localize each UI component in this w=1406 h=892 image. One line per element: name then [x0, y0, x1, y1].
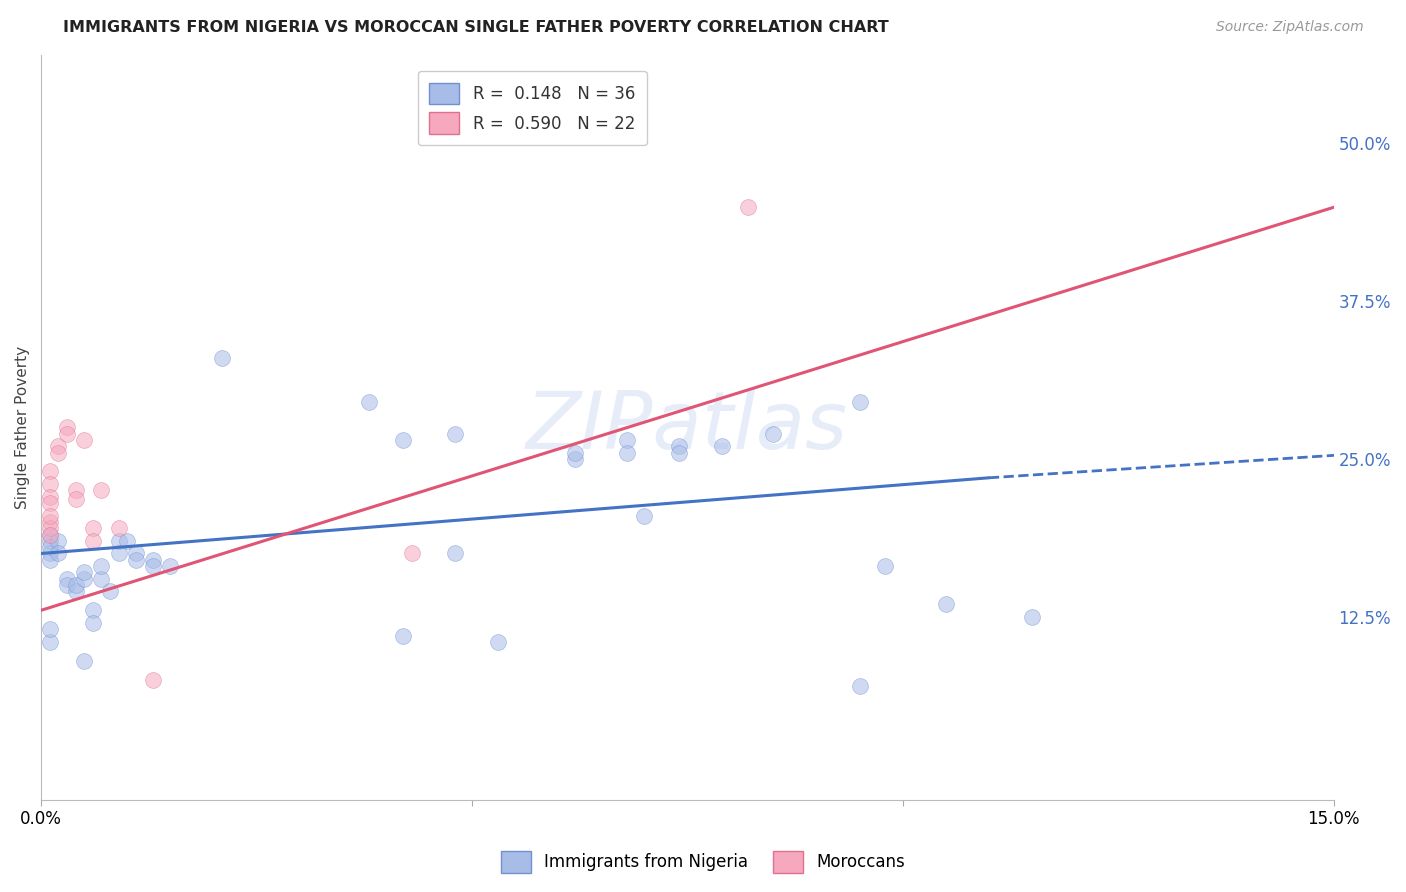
Point: [1021, 609, 1043, 624]
Point: [65, 483, 87, 498]
Point: [46, 439, 69, 453]
Point: [56, 420, 79, 434]
Point: [73, 433, 96, 447]
Point: [668, 439, 690, 453]
Point: [762, 426, 785, 441]
Text: ZIPatlas: ZIPatlas: [526, 388, 848, 467]
Point: [82, 521, 104, 535]
Point: [401, 547, 423, 561]
Point: [633, 508, 655, 523]
Point: [73, 654, 96, 668]
Point: [38, 527, 60, 541]
Point: [211, 351, 233, 365]
Point: [46, 547, 69, 561]
Point: [392, 433, 415, 447]
Point: [46, 445, 69, 459]
Point: [159, 559, 181, 574]
Point: [56, 572, 79, 586]
Point: [848, 395, 870, 409]
Point: [90, 483, 112, 498]
Point: [125, 553, 148, 567]
Point: [486, 635, 509, 649]
Point: [392, 628, 415, 642]
Point: [38, 477, 60, 491]
Point: [564, 445, 586, 459]
Point: [90, 559, 112, 574]
Point: [56, 426, 79, 441]
Point: [616, 433, 638, 447]
Point: [38, 533, 60, 548]
Point: [38, 490, 60, 504]
Y-axis label: Single Father Poverty: Single Father Poverty: [15, 346, 30, 509]
Point: [357, 395, 380, 409]
Point: [125, 547, 148, 561]
Point: [564, 451, 586, 466]
Point: [737, 200, 759, 214]
Point: [710, 439, 733, 453]
Point: [65, 578, 87, 592]
Text: IMMIGRANTS FROM NIGERIA VS MOROCCAN SINGLE FATHER POVERTY CORRELATION CHART: IMMIGRANTS FROM NIGERIA VS MOROCCAN SING…: [63, 20, 889, 35]
Point: [142, 673, 165, 687]
Point: [142, 553, 165, 567]
Point: [90, 572, 112, 586]
Text: Source: ZipAtlas.com: Source: ZipAtlas.com: [1216, 20, 1364, 34]
Point: [65, 492, 87, 507]
Point: [848, 679, 870, 693]
Point: [117, 533, 139, 548]
Point: [38, 515, 60, 529]
Point: [38, 521, 60, 535]
Point: [73, 572, 96, 586]
Point: [38, 508, 60, 523]
Point: [82, 615, 104, 630]
Point: [38, 496, 60, 510]
Point: [107, 547, 129, 561]
Point: [107, 533, 129, 548]
Point: [616, 445, 638, 459]
Point: [668, 445, 690, 459]
Point: [935, 597, 957, 611]
Legend: R =  0.148   N = 36, R =  0.590   N = 22: R = 0.148 N = 36, R = 0.590 N = 22: [418, 71, 647, 145]
Point: [142, 559, 165, 574]
Legend: Immigrants from Nigeria, Moroccans: Immigrants from Nigeria, Moroccans: [494, 845, 912, 880]
Point: [46, 533, 69, 548]
Point: [82, 533, 104, 548]
Point: [38, 553, 60, 567]
Point: [98, 584, 121, 599]
Point: [38, 465, 60, 479]
Point: [38, 540, 60, 554]
Point: [38, 635, 60, 649]
Point: [38, 622, 60, 636]
Point: [443, 426, 465, 441]
Point: [82, 603, 104, 617]
Point: [107, 521, 129, 535]
Point: [875, 559, 897, 574]
Point: [56, 578, 79, 592]
Point: [443, 547, 465, 561]
Point: [73, 566, 96, 580]
Point: [38, 527, 60, 541]
Point: [65, 584, 87, 599]
Point: [38, 547, 60, 561]
